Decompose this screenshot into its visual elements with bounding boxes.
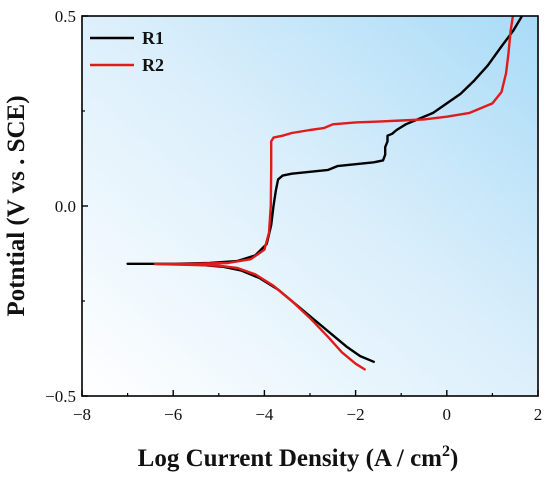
y-axis: −0.5 0.0 0.5 (45, 7, 88, 406)
y-tick-label: −0.5 (45, 387, 76, 406)
y-tick-label: 0.0 (55, 197, 76, 216)
x-tick-label: 0 (443, 405, 452, 424)
x-tick-label: −4 (255, 405, 274, 424)
x-tick-label: −2 (347, 405, 365, 424)
x-tick-label: −6 (164, 405, 182, 424)
plot-area (82, 16, 538, 396)
x-axis-title: Log Current Density (A / cm2) (138, 443, 459, 472)
x-axis: −8 −6 −4 −2 0 2 (73, 390, 542, 424)
x-tick-label: 2 (534, 405, 543, 424)
y-axis-title: Potntial (V vs . SCE) (3, 95, 30, 316)
series-layer (126, 16, 524, 371)
legend-label-r1: R1 (142, 28, 164, 48)
legend-label-r2: R2 (142, 55, 164, 75)
series-line-r2 (153, 16, 515, 371)
x-tick-label: −8 (73, 405, 91, 424)
y-tick-label: 0.5 (55, 7, 76, 26)
